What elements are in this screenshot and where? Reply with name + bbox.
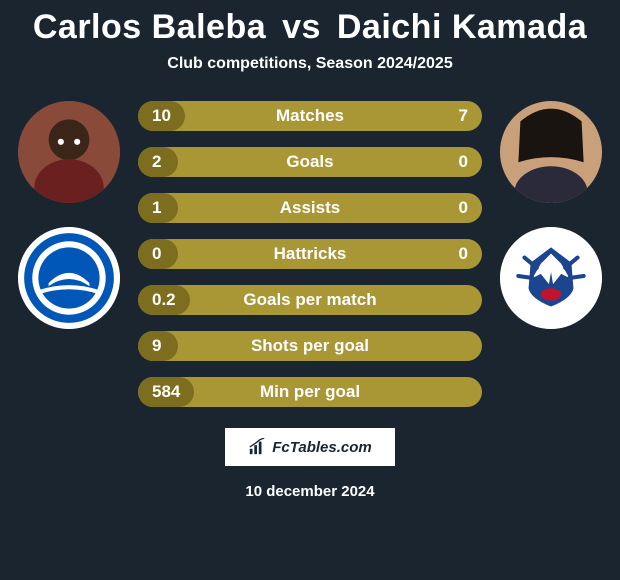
stat-left-value: 9 (138, 331, 178, 361)
stat-label: Min per goal (260, 382, 360, 402)
stat-row: 0 Hattricks 0 (138, 239, 482, 269)
left-side (18, 99, 120, 329)
stat-row: 9 Shots per goal (138, 331, 482, 361)
title-player2: Daichi Kamada (337, 8, 587, 46)
stat-label: Assists (280, 198, 340, 218)
stat-left-value: 2 (138, 147, 178, 177)
fctables-logo[interactable]: FcTables.com (224, 427, 396, 467)
stat-label: Goals (286, 152, 333, 172)
title-player1: Carlos Baleba (33, 8, 266, 46)
title-vs: vs (282, 8, 321, 46)
stat-left-value: 0 (138, 239, 178, 269)
stat-label: Shots per goal (251, 336, 369, 356)
stat-right-value: 0 (459, 244, 468, 264)
stat-label: Matches (276, 106, 344, 126)
avatar-placeholder-icon (500, 101, 602, 203)
player2-avatar (500, 101, 602, 203)
date-text: 10 december 2024 (245, 483, 374, 500)
stat-row: 0.2 Goals per match (138, 285, 482, 315)
stat-row: 1 Assists 0 (138, 193, 482, 223)
stat-left-value: 0.2 (138, 285, 190, 315)
stat-label: Hattricks (274, 244, 347, 264)
crystal-palace-badge-icon (500, 227, 602, 329)
stats-column: 10 Matches 7 2 Goals 0 1 Assists 0 0 Hat… (138, 99, 482, 407)
stat-left-value: 1 (138, 193, 178, 223)
stat-left-value: 584 (138, 377, 194, 407)
stat-left-value: 10 (138, 101, 185, 131)
stat-row: 584 Min per goal (138, 377, 482, 407)
page-title: Carlos Baleba vs Daichi Kamada (33, 8, 587, 47)
stat-label: Goals per match (243, 290, 376, 310)
player1-avatar (18, 101, 120, 203)
stat-right-value: 0 (459, 152, 468, 172)
brighton-badge-icon (18, 227, 120, 329)
stat-right-value: 0 (459, 198, 468, 218)
subtitle: Club competitions, Season 2024/2025 (167, 55, 452, 73)
stat-right-value: 7 (459, 106, 468, 126)
avatar-placeholder-icon (18, 101, 120, 203)
logo-text: FcTables.com (272, 439, 371, 456)
chart-icon (248, 438, 266, 456)
right-side (500, 99, 602, 329)
stat-row: 2 Goals 0 (138, 147, 482, 177)
player2-club-badge (500, 227, 602, 329)
main-row: 10 Matches 7 2 Goals 0 1 Assists 0 0 Hat… (0, 99, 620, 407)
player1-club-badge (18, 227, 120, 329)
stat-row: 10 Matches 7 (138, 101, 482, 131)
comparison-card: Carlos Baleba vs Daichi Kamada Club comp… (0, 0, 620, 580)
